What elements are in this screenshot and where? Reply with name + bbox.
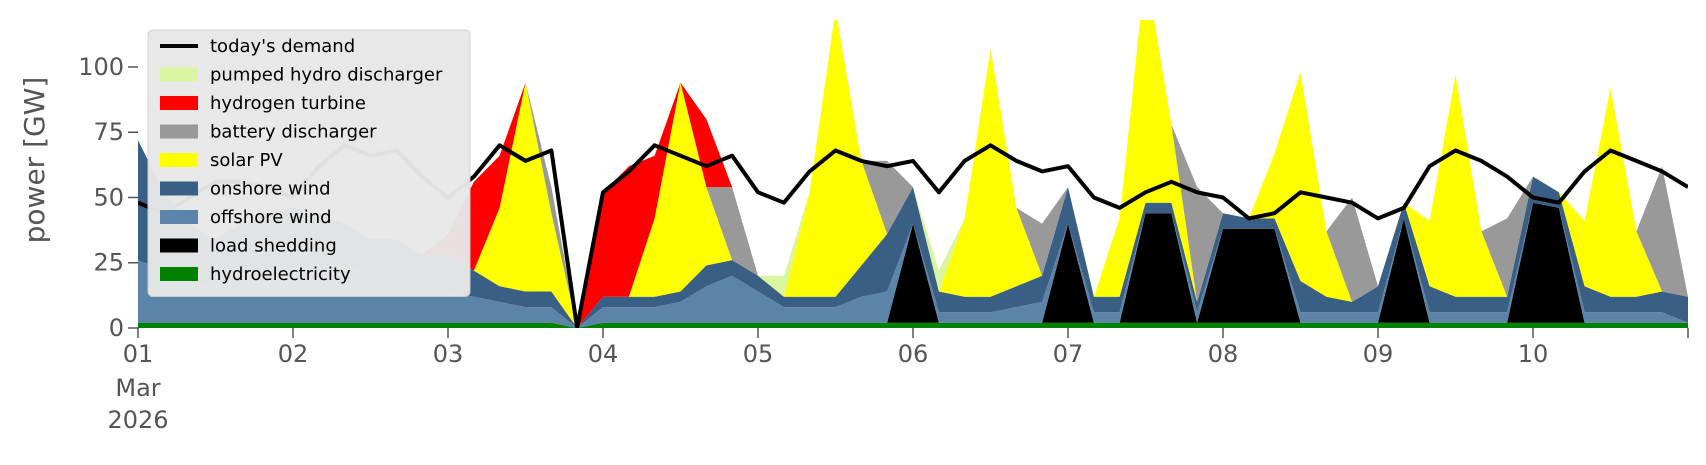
x-tick-label-extra: 2026: [107, 406, 168, 434]
y-tick-label: 75: [93, 118, 124, 146]
legend-swatch: [160, 238, 198, 253]
legend-swatch: [160, 124, 198, 139]
legend-swatch: [160, 96, 198, 110]
legend-swatch: [160, 153, 198, 167]
legend-label: today's demand: [210, 36, 355, 57]
legend-swatch: [160, 181, 198, 196]
legend-label: hydroelectricity: [210, 264, 351, 285]
y-axis-label: power [GW]: [18, 77, 51, 244]
axes: 0 25 50 75 100 01 Mar 2026 02 03 04 05 06 07 08 09 10: [78, 53, 1689, 434]
legend-swatch: [160, 267, 198, 281]
legend-label: load shedding: [210, 236, 337, 257]
area-offshore-wind: [138, 202, 1688, 328]
x-tick-label: 02: [278, 340, 309, 368]
x-tick-label: 05: [743, 340, 774, 368]
x-tick-label: 01: [123, 340, 154, 368]
x-tick-label: 09: [1363, 340, 1394, 368]
area-onshore-wind: [138, 140, 1688, 328]
x-tick-label: 08: [1208, 340, 1239, 368]
y-tick-label: 25: [93, 249, 124, 277]
stacked-areas: [138, 20, 1688, 328]
legend-label: pumped hydro discharger: [210, 65, 443, 86]
x-tick-label: 04: [588, 340, 619, 368]
x-tick-label: 03: [433, 340, 464, 368]
legend-label: solar PV: [210, 150, 283, 171]
area-load-shedding: [138, 202, 1688, 328]
legend-label: hydrogen turbine: [210, 93, 366, 114]
legend-swatch: [160, 210, 198, 224]
legend-label: battery discharger: [210, 122, 377, 143]
area-solar-pv: [138, 20, 1688, 328]
x-tick-label: 06: [898, 340, 929, 368]
y-tick-label: 0: [109, 314, 124, 342]
legend-swatch: [160, 67, 198, 82]
area-hydroelectricity: [138, 322, 1688, 328]
y-tick-label: 50: [93, 183, 124, 211]
legend-box: [147, 29, 471, 297]
y-tick-label: 100: [78, 53, 124, 81]
legend-label: offshore wind: [210, 207, 332, 228]
legend-label: onshore wind: [210, 179, 331, 200]
x-tick-label-extra: Mar: [115, 374, 160, 402]
legend: today's demand pumped hydro discharger hyd…: [147, 29, 471, 297]
x-tick-label: 10: [1518, 340, 1549, 368]
x-tick-label: 07: [1053, 340, 1084, 368]
